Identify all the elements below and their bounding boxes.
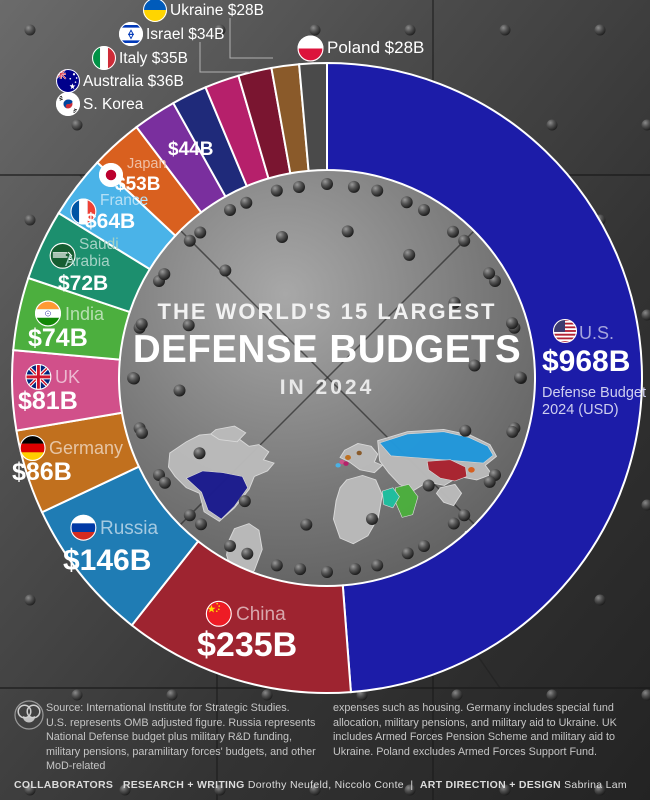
svg-text:$81B: $81B bbox=[18, 387, 78, 415]
svg-text:THE WORLD'S 15 LARGEST: THE WORLD'S 15 LARGEST bbox=[158, 299, 497, 324]
svg-text:Poland $28B: Poland $28B bbox=[327, 38, 424, 57]
svg-text:Arabia: Arabia bbox=[65, 253, 110, 270]
svg-text:Japan: Japan bbox=[127, 156, 167, 172]
svg-text:$53B: $53B bbox=[115, 174, 160, 195]
svg-text:Russia: Russia bbox=[100, 518, 159, 539]
svg-text:$64B: $64B bbox=[85, 210, 135, 233]
svg-text:Australia $36B: Australia $36B bbox=[83, 73, 184, 90]
svg-text:Germany: Germany bbox=[49, 438, 123, 458]
svg-text:Italy $35B: Italy $35B bbox=[119, 50, 188, 67]
svg-text:2024 (USD): 2024 (USD) bbox=[542, 402, 619, 418]
svg-text:$72B: $72B bbox=[58, 272, 108, 295]
svg-text:India: India bbox=[65, 304, 105, 324]
svg-text:$44B: $44B bbox=[168, 139, 213, 160]
svg-text:$74B: $74B bbox=[28, 324, 88, 352]
svg-text:Saudi: Saudi bbox=[79, 236, 119, 253]
svg-text:Defense Budget: Defense Budget bbox=[542, 385, 646, 401]
svg-text:IN 2024: IN 2024 bbox=[280, 376, 375, 399]
svg-text:S. Korea: S. Korea bbox=[83, 96, 144, 113]
svg-text:$968B: $968B bbox=[542, 345, 630, 378]
svg-text:U.S.: U.S. bbox=[579, 323, 614, 343]
svg-text:China: China bbox=[236, 604, 286, 625]
svg-text:Israel $34B: Israel $34B bbox=[146, 26, 224, 43]
svg-text:$235B: $235B bbox=[197, 626, 297, 664]
svg-text:UK: UK bbox=[55, 367, 80, 387]
svg-text:$86B: $86B bbox=[12, 458, 72, 486]
svg-text:Ukraine $28B: Ukraine $28B bbox=[170, 2, 264, 19]
svg-text:DEFENSE BUDGETS: DEFENSE BUDGETS bbox=[133, 328, 521, 371]
svg-text:$146B: $146B bbox=[63, 544, 151, 577]
